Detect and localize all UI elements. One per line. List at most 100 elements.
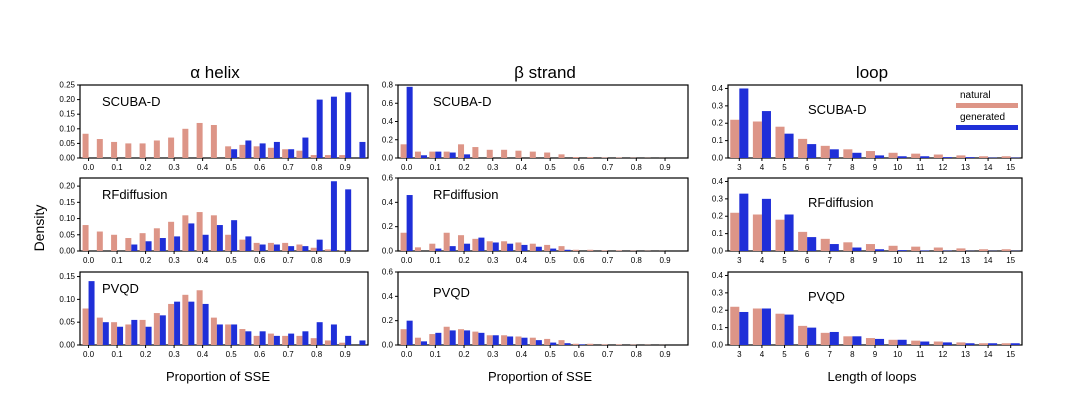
x-tick-label: 11 — [916, 256, 925, 265]
y-tick-label: 0.4 — [712, 177, 724, 186]
x-tick-label: 0.9 — [659, 163, 671, 172]
bar-generated — [564, 343, 571, 345]
bar-natural — [798, 138, 808, 158]
panel-frame — [79, 271, 369, 346]
col-title-loop: loop — [856, 63, 888, 82]
y-tick-label: 0.10 — [59, 124, 75, 133]
x-tick-label: 0.3 — [487, 350, 499, 359]
bar-generated — [302, 137, 309, 158]
bar-natural — [820, 332, 830, 345]
y-tick-label: 0.10 — [59, 295, 75, 304]
x-tick-label: 0.9 — [659, 256, 671, 265]
panel-frame — [79, 177, 369, 252]
bar-generated — [550, 248, 557, 251]
x-tick-label: 0.8 — [311, 163, 323, 172]
bar-generated — [492, 242, 499, 251]
bar-natural — [339, 250, 346, 251]
x-tick-label: 0.1 — [430, 256, 442, 265]
x-tick-label: 0.0 — [401, 163, 413, 172]
panel-2-0: 0.0 0.1 0.2 0.3 0.4 3 4 5 6 7 8 9 10 11 12 13 14 15 SCUBA-… — [712, 84, 1023, 172]
x-tick-label: 0.0 — [83, 256, 95, 265]
bar-generated — [478, 332, 485, 345]
legend-natural-swatch — [956, 103, 1018, 108]
x-tick-label: 15 — [1006, 256, 1015, 265]
bar-natural — [730, 306, 740, 345]
y-tick-label: 0.4 — [382, 117, 394, 126]
bar-generated — [449, 246, 456, 251]
bar-generated — [259, 143, 266, 158]
x-tick-label: 0.7 — [283, 350, 295, 359]
x-tick-label: 0.1 — [112, 350, 124, 359]
bar-natural — [501, 241, 508, 251]
x-tick-label: 5 — [782, 163, 787, 172]
bar-generated — [449, 330, 456, 345]
x-axis-label-beta: Proportion of SSE — [488, 369, 592, 384]
x-tick-label: 0.2 — [140, 350, 152, 359]
bar-generated — [784, 133, 794, 158]
y-tick-label: 0.15 — [59, 198, 75, 207]
bar-generated — [316, 322, 323, 345]
x-tick-label: 0.0 — [401, 350, 413, 359]
bar-natural — [429, 334, 436, 345]
bar-generated — [131, 244, 138, 251]
bar-generated — [464, 243, 471, 251]
bar-natural — [253, 335, 260, 345]
y-tick-label: 0.05 — [59, 318, 75, 327]
bar-natural — [111, 141, 118, 158]
bar-generated — [231, 149, 238, 158]
bar-natural — [239, 329, 246, 345]
bar-natural — [587, 343, 594, 345]
x-tick-label: 0.8 — [631, 256, 643, 265]
bar-natural — [443, 232, 450, 251]
bar-natural — [730, 119, 740, 158]
bar-generated — [345, 189, 352, 251]
bar-natural — [1001, 343, 1011, 345]
bar-generated — [316, 99, 323, 158]
y-tick-label: 0.00 — [59, 247, 75, 256]
x-tick-label: 6 — [805, 256, 810, 265]
bar-natural — [458, 144, 465, 158]
bar-generated — [231, 324, 238, 345]
bar-natural — [182, 128, 189, 158]
x-tick-label: 0.2 — [458, 163, 470, 172]
x-tick-label: 11 — [916, 350, 925, 359]
bar-natural — [168, 303, 175, 345]
bar-natural — [400, 329, 407, 345]
bar-natural — [820, 145, 830, 158]
y-tick-label: 0.1 — [712, 229, 724, 238]
x-tick-label: 14 — [984, 350, 993, 359]
bar-generated — [521, 244, 528, 251]
bar-natural — [414, 337, 421, 345]
bar-natural — [933, 341, 943, 345]
x-tick-label: 0.7 — [283, 163, 295, 172]
bar-natural — [153, 228, 160, 251]
bar-generated — [188, 301, 195, 345]
x-tick-label: 0.6 — [254, 350, 266, 359]
bar-generated — [88, 281, 95, 345]
bar-natural — [267, 242, 274, 251]
x-tick-label: 0.1 — [112, 163, 124, 172]
x-tick-label: 8 — [850, 163, 855, 172]
bar-natural — [544, 152, 551, 158]
x-tick-label: 0.6 — [254, 163, 266, 172]
bar-natural — [282, 149, 289, 158]
bar-natural — [125, 143, 132, 158]
bar-natural — [96, 139, 103, 158]
bar-natural — [572, 157, 579, 158]
bar-natural — [111, 322, 118, 345]
bar-generated — [507, 336, 514, 345]
x-tick-label: 11 — [916, 163, 925, 172]
x-tick-label: 0.9 — [340, 256, 352, 265]
x-tick-label: 0.3 — [487, 256, 499, 265]
bar-natural — [339, 155, 346, 158]
bar-generated — [245, 236, 252, 251]
y-tick-label: 0.0 — [382, 154, 394, 163]
bar-natural — [429, 243, 436, 251]
bar-natural — [82, 225, 89, 251]
y-tick-label: 0.8 — [382, 81, 394, 90]
bar-natural — [820, 238, 830, 251]
bar-natural — [196, 212, 203, 251]
bar-natural — [196, 290, 203, 345]
bar-natural — [544, 338, 551, 345]
bar-natural — [253, 146, 260, 158]
